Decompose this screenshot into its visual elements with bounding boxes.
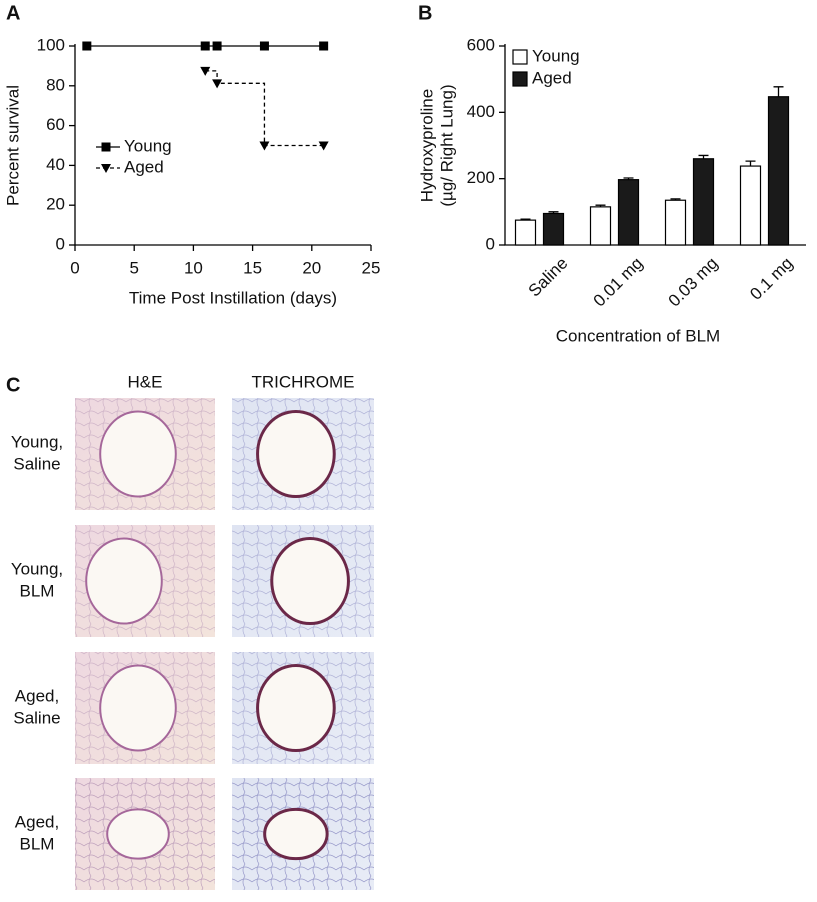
column-header: TRICHROME — [252, 372, 355, 391]
y-tick-label: 100 — [37, 35, 65, 54]
histology-panel: H&E TRICHROME Young, Saline Young, BLM Aged, Sa… — [11, 372, 374, 890]
marker — [319, 41, 329, 51]
row-label: Aged, — [15, 812, 59, 831]
bar — [514, 219, 537, 246]
x-tick-label: 10 — [184, 258, 203, 277]
y-tick-label: 600 — [467, 35, 495, 54]
row-label: Young, — [11, 432, 63, 451]
row-label: Young, — [11, 559, 63, 578]
panel-label: B — [418, 2, 432, 24]
series-line — [205, 70, 324, 147]
legend-label: Aged — [124, 157, 164, 176]
x-tick-label: 15 — [243, 258, 262, 277]
legend-swatch — [512, 71, 528, 87]
marker — [200, 66, 211, 76]
bar — [767, 96, 790, 246]
row-label: Saline — [13, 708, 60, 727]
bar — [617, 179, 640, 246]
x-tick-label: 0.01 mg — [590, 254, 647, 311]
marker — [200, 41, 210, 51]
marker — [101, 142, 111, 152]
y-tick-label: 400 — [467, 102, 495, 121]
y-tick-label: 40 — [46, 155, 65, 174]
x-tick-label: Saline — [525, 254, 572, 301]
x-tick-label: 20 — [302, 258, 321, 277]
airway — [85, 537, 163, 625]
y-tick-label: 60 — [46, 115, 65, 134]
marker — [259, 141, 270, 151]
legend-label: Young — [532, 46, 580, 65]
y-axis-label: (µg/ Right Lung) — [437, 84, 456, 206]
panel-label: A — [6, 2, 20, 24]
row-label: BLM — [20, 581, 55, 600]
airway — [99, 664, 177, 752]
x-axis-label: Concentration of BLM — [556, 326, 720, 345]
bar — [739, 165, 762, 246]
error-bar — [623, 177, 634, 180]
airway — [263, 807, 329, 861]
bar — [589, 206, 612, 246]
error-bar — [670, 198, 681, 201]
x-tick-label: 0.03 mg — [665, 254, 722, 311]
error-bar — [745, 160, 756, 167]
bar — [542, 212, 565, 246]
error-bar — [773, 86, 784, 97]
y-tick-label: 0 — [486, 234, 495, 253]
bar — [664, 199, 687, 246]
airway — [106, 808, 170, 860]
x-tick-label: 5 — [129, 258, 138, 277]
legend-label: Young — [124, 136, 172, 155]
y-axis-label: Hydroxyproline — [417, 89, 436, 202]
y-tick-label: 80 — [46, 75, 65, 94]
row-label: Saline — [13, 454, 60, 473]
row-label: Aged, — [15, 686, 59, 705]
airway — [256, 663, 336, 753]
bar — [692, 158, 715, 246]
panel-label: C — [6, 374, 20, 396]
error-bar — [698, 154, 709, 159]
marker — [212, 79, 223, 89]
y-tick-label: 20 — [46, 195, 65, 214]
x-axis-label: Time Post Instillation (days) — [129, 288, 337, 307]
marker — [82, 41, 92, 51]
marker — [259, 41, 269, 51]
x-tick-label: 0.1 mg — [746, 254, 796, 304]
legend-swatch — [512, 49, 528, 65]
x-tick-label: 25 — [362, 258, 381, 277]
airway — [99, 410, 177, 498]
legend-label: Aged — [532, 68, 572, 87]
y-axis-label: Percent survival — [3, 85, 22, 206]
column-header: H&E — [128, 372, 163, 391]
y-tick-label: 200 — [467, 168, 495, 187]
row-label: BLM — [20, 834, 55, 853]
marker — [212, 41, 222, 51]
marker — [101, 164, 111, 173]
error-bar — [548, 211, 559, 214]
airway — [270, 536, 350, 626]
marker — [318, 141, 329, 151]
y-tick-label: 0 — [56, 234, 65, 253]
x-tick-label: 0 — [70, 258, 79, 277]
airway — [256, 409, 336, 499]
error-bar — [520, 218, 531, 221]
error-bar — [595, 204, 606, 207]
